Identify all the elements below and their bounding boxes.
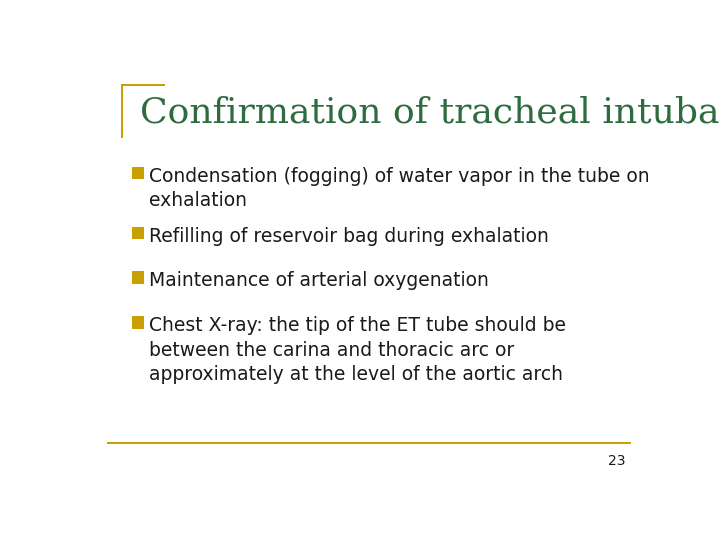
Text: Chest X-ray: the tip of the ET tube should be
between the carina and thoracic ar: Chest X-ray: the tip of the ET tube shou… <box>148 316 566 384</box>
Bar <box>132 167 144 179</box>
Bar <box>121 84 124 138</box>
Text: Maintenance of arterial oxygenation: Maintenance of arterial oxygenation <box>148 272 488 291</box>
Text: Confirmation of tracheal intubation:: Confirmation of tracheal intubation: <box>140 96 720 130</box>
Text: 23: 23 <box>608 454 626 468</box>
Text: Refilling of reservoir bag during exhalation: Refilling of reservoir bag during exhala… <box>148 227 549 246</box>
Bar <box>132 316 144 328</box>
Bar <box>121 84 166 86</box>
Text: Condensation (fogging) of water vapor in the tube on
exhalation: Condensation (fogging) of water vapor in… <box>148 167 649 210</box>
Bar <box>132 272 144 284</box>
Bar <box>107 442 631 444</box>
Bar <box>132 227 144 239</box>
